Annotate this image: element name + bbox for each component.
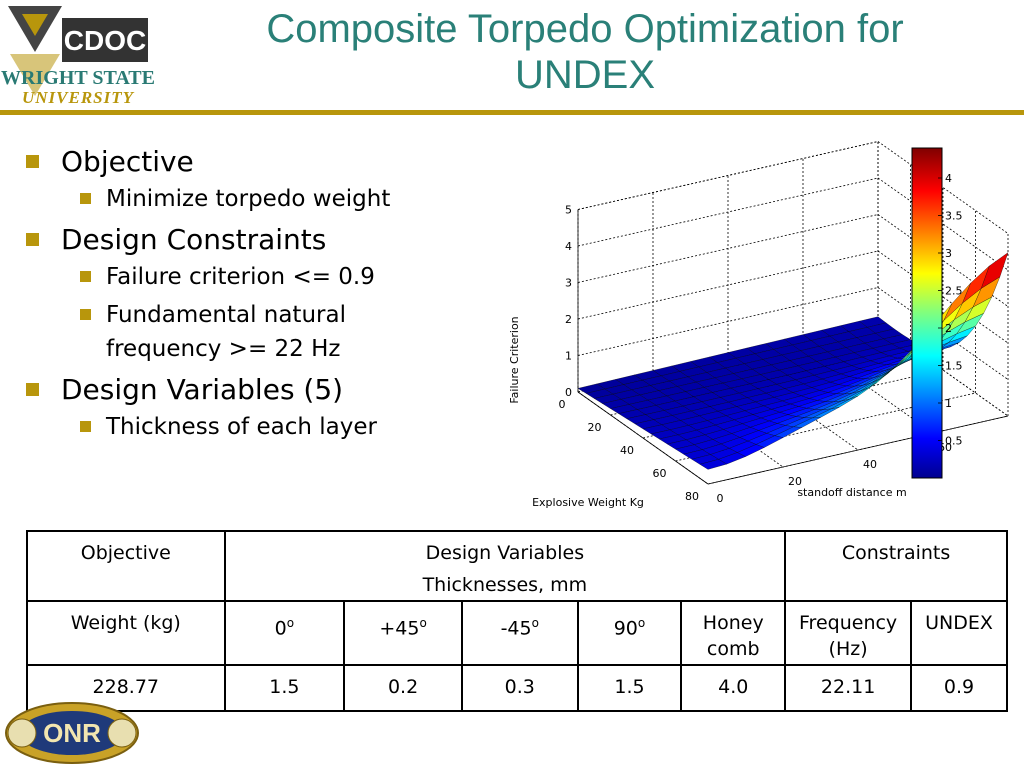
subheader-angle-minus45: -45o — [460, 600, 579, 666]
sub-bullet-text: Fundamental natural frequency >= 22 Hz — [106, 302, 346, 362]
chart-grid — [577, 141, 1009, 485]
bullet-label: Objective — [61, 145, 194, 178]
cell-angle-plus45: 0.2 — [343, 664, 463, 712]
bullet-label: Design Constraints — [61, 223, 327, 256]
surface-patch — [699, 459, 728, 470]
sub-bullet-square-icon — [80, 309, 91, 320]
onr-logo: ONR — [2, 700, 142, 766]
chart-surface — [577, 252, 1009, 470]
x-axis-line — [577, 391, 709, 485]
y-axis-line — [707, 415, 1009, 485]
header-design-variables-line1: Design Variables — [425, 542, 585, 564]
y-tick-label: 0 — [717, 492, 724, 505]
bullet-square-icon — [26, 155, 39, 168]
bullet-design-variables: Design Variables (5) — [26, 370, 496, 410]
colorbar-tick-label: 1 — [945, 397, 952, 410]
x-tick-label: 0 — [559, 398, 566, 411]
colorbar — [911, 147, 943, 479]
header-design-variables-line2: Thicknesses, mm — [422, 574, 588, 596]
table-row: 228.77 1.5 0.2 0.3 1.5 4.0 22.11 0.9 — [26, 664, 1008, 712]
colorbar-tick-label: 2 — [945, 322, 952, 335]
cell-angle-minus45: 0.3 — [460, 664, 579, 712]
grid-line — [877, 177, 1009, 271]
optimization-results-table: Objective Design Variables Thicknesses, … — [26, 530, 1008, 712]
subheader-honeycomb: Honey comb — [680, 600, 787, 666]
y-axis-label: standoff distance m — [797, 486, 906, 499]
bullet-objective: Objective — [26, 142, 496, 182]
sub-bullet-text: Minimize torpedo weight — [106, 186, 391, 212]
sub-bullet: Thickness of each layer — [26, 410, 496, 444]
grid-line — [877, 141, 1009, 234]
colorbar-ticks: 0.5 1 1.5 2 2.5 3 3.5 4 — [938, 172, 963, 448]
header-design-variables: Design Variables Thicknesses, mm — [223, 530, 787, 602]
sub-bullet-square-icon — [80, 193, 91, 204]
sub-bullet-square-icon — [80, 271, 91, 282]
grid-line — [577, 141, 879, 210]
colorbar-tick-label: 0.5 — [945, 435, 963, 448]
failure-criterion-surface-chart: 012345020406080020406080 Failure Criteri… — [508, 141, 1009, 509]
x-tick-label: 60 — [653, 467, 667, 480]
bullet-list: Objective Minimize torpedo weight Design… — [26, 142, 496, 448]
cell-undex: 0.9 — [910, 664, 1008, 712]
header-objective: Objective — [26, 530, 226, 602]
z-tick-label: 3 — [565, 277, 572, 290]
sub-bullet-square-icon — [80, 421, 91, 432]
y-tick-label: 20 — [788, 475, 802, 488]
sub-bullet: Failure criterion <= 0.9 — [26, 260, 496, 294]
onr-logo-text: ONR — [43, 718, 101, 748]
z-tick-label: 4 — [565, 240, 572, 253]
bullet-square-icon — [26, 383, 39, 396]
z-tick-label: 0 — [565, 386, 572, 399]
subheader-angle-plus45: +45o — [343, 600, 463, 666]
chart-axes: 012345020406080020406080 — [559, 204, 1009, 505]
bullet-square-icon — [26, 233, 39, 246]
x-tick-label: 40 — [620, 444, 634, 457]
grid-line — [652, 374, 784, 468]
cell-angle-90: 1.5 — [576, 664, 683, 712]
table-subheader-row: Weight (kg) 0o +45o -45o 90o Honey comb F… — [26, 600, 1008, 666]
x-axis-label: Explosive Weight Kg — [532, 496, 644, 509]
sub-bullet: Minimize torpedo weight — [26, 182, 496, 216]
x-tick-label: 20 — [588, 421, 602, 434]
z-tick-label: 5 — [565, 204, 572, 217]
cell-frequency: 22.11 — [784, 664, 913, 712]
slide-title: Composite Torpedo Optimization for UNDEX — [190, 6, 980, 98]
subheader-angle-0: 0o — [223, 600, 346, 666]
grid-line — [877, 323, 1009, 417]
subheader-angle-90: 90o — [576, 600, 683, 666]
grid-line — [877, 287, 1009, 380]
colorbar-tick-label: 1.5 — [945, 360, 963, 373]
z-tick-label: 2 — [565, 313, 572, 326]
sub-bullet-text: Failure criterion <= 0.9 — [106, 264, 375, 290]
sub-bullet-text: Thickness of each layer — [106, 414, 377, 440]
slide-title-line2: UNDEX — [514, 53, 656, 97]
cell-angle-0: 1.5 — [223, 664, 346, 712]
grid-line — [727, 357, 859, 451]
z-axis-label: Failure Criterion — [508, 316, 521, 403]
y-tick-label: 40 — [863, 458, 877, 471]
slide-title-line1: Composite Torpedo Optimization for — [266, 7, 904, 51]
logo-university-line1: WRIGHT STATE — [1, 67, 155, 89]
grid-line — [802, 340, 934, 434]
table-header-row: Objective Design Variables Thicknesses, … — [26, 530, 1008, 602]
cell-honeycomb: 4.0 — [680, 664, 787, 712]
subheader-frequency: Frequency (Hz) — [784, 600, 913, 666]
z-tick-label: 1 — [565, 350, 572, 363]
header-constraints: Constraints — [784, 530, 1008, 602]
colorbar-tick-label: 2.5 — [945, 285, 963, 298]
logo-university-line2: UNIVERSITY — [22, 88, 135, 107]
bullet-design-constraints: Design Constraints — [26, 220, 496, 260]
wright-state-cdoc-logo: CDOC WRIGHT STATE UNIVERSITY — [0, 0, 160, 110]
grid-line — [877, 250, 1009, 344]
colorbar-tick-label: 3.5 — [945, 210, 963, 223]
sub-bullet: Fundamental natural frequency >= 22 Hz — [26, 298, 356, 366]
bullet-label: Design Variables (5) — [61, 373, 344, 406]
x-tick-label: 80 — [685, 490, 699, 503]
colorbar-tick-label: 4 — [945, 172, 952, 185]
header-divider — [0, 110, 1024, 115]
colorbar-tick-label: 3 — [945, 247, 952, 260]
subheader-undex: UNDEX — [910, 600, 1008, 666]
logo-cdoc-text: CDOC — [64, 25, 146, 56]
subheader-weight: Weight (kg) — [26, 600, 226, 666]
